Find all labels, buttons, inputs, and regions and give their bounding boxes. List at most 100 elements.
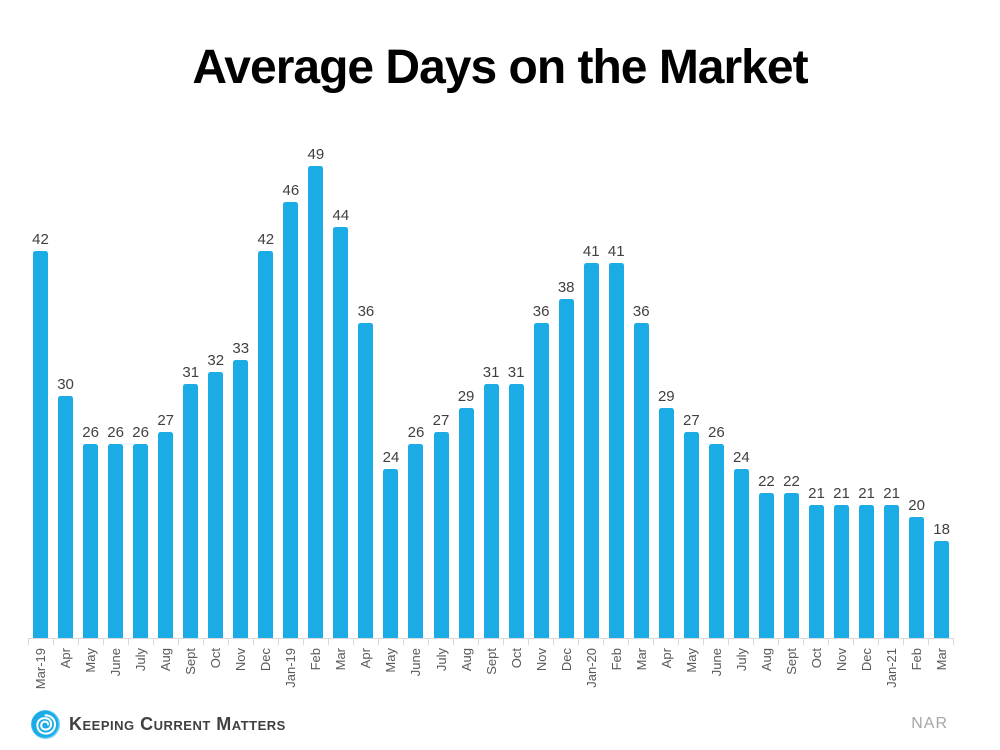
x-axis-label: Apr: [358, 648, 374, 669]
x-axis-label: Dec: [859, 648, 875, 672]
x-axis-label: Sept: [183, 648, 199, 675]
bar: [433, 432, 449, 638]
x-axis-tick: [604, 639, 629, 645]
x-axis-tick: [429, 639, 454, 645]
bar: [133, 444, 149, 638]
bar-cell: 22: [779, 474, 804, 638]
x-axis-label: Aug: [458, 648, 474, 672]
x-axis-label: May: [83, 648, 99, 673]
bar-value-label: 32: [207, 352, 225, 369]
x-axis-label: Nov: [834, 648, 850, 672]
x-axis-label: July: [433, 648, 449, 672]
x-axis-label: Jan-21: [884, 648, 900, 688]
x-axis-label: Nov: [533, 648, 549, 672]
chart-plot-area: 42 30 26 26 26 27 31 32 33 42 46 49 44 36 24 26 27 29 31 31…: [28, 147, 954, 638]
x-axis-tick: [129, 639, 154, 645]
bar-cell: 27: [679, 413, 704, 638]
bar: [934, 541, 950, 638]
bar-cell: 27: [153, 413, 178, 638]
bar: [108, 444, 124, 638]
x-axis-tick: [154, 639, 179, 645]
bar-value-label: 31: [182, 364, 200, 381]
bar-cell: 26: [103, 425, 128, 638]
bar: [658, 408, 674, 638]
bar-value-label: 49: [307, 146, 325, 163]
bar-value-label: 41: [607, 243, 625, 260]
bar-cell: 21: [879, 486, 904, 638]
bar-value-label: 36: [357, 303, 375, 320]
bar: [83, 444, 99, 638]
bar-value-label: 27: [432, 412, 450, 429]
bar-cell: 31: [479, 365, 504, 638]
bar: [508, 384, 524, 638]
bar-cell: 31: [504, 365, 529, 638]
x-axis-label: July: [733, 648, 749, 672]
bar-value-label: 30: [57, 376, 74, 393]
source-label: NAR: [911, 715, 948, 732]
x-axis-label-row: Mar-19 Apr May June July Aug Sept Oct Nov Dec Jan-…: [28, 648, 954, 710]
x-axis-tick: [904, 639, 929, 645]
bar: [183, 384, 199, 638]
x-axis-label: Sept: [483, 648, 499, 675]
x-axis-tick: [354, 639, 379, 645]
bar: [308, 166, 324, 638]
bar: [633, 323, 649, 638]
x-axis-tick: [304, 639, 329, 645]
bar-cell: 42: [253, 232, 278, 638]
x-axis-label: June: [408, 648, 424, 677]
bar-cell: 32: [203, 353, 228, 638]
bar-value-label: 27: [157, 412, 175, 429]
x-axis-label: May: [683, 648, 699, 673]
bar: [283, 202, 299, 638]
bar-value-label: 21: [858, 485, 875, 502]
x-axis-tick: [629, 639, 654, 645]
bar: [158, 432, 174, 638]
bar: [808, 505, 824, 638]
x-axis-label: Dec: [258, 648, 274, 672]
bar-value-label: 31: [507, 364, 525, 381]
bar-value-label: 33: [232, 340, 250, 357]
x-axis-tick: [279, 639, 304, 645]
bar-value-label: 42: [257, 231, 275, 248]
x-axis-tick: [654, 639, 679, 645]
bar: [258, 251, 274, 638]
bar-value-label: 18: [933, 521, 950, 538]
bar-chart: 42 30 26 26 26 27 31 32 33 42 46 49 44 36 24 26 27 29 31 31…: [28, 147, 954, 710]
bar: [733, 469, 749, 638]
x-axis-label: Feb: [909, 648, 925, 671]
x-axis-tick: [554, 639, 579, 645]
x-axis-label: Apr: [58, 648, 74, 669]
bar: [708, 444, 724, 638]
bar-cell: 41: [604, 244, 629, 638]
bar-cell: 21: [829, 486, 854, 638]
bar-value-label: 42: [32, 231, 49, 248]
bar-value-label: 29: [457, 388, 475, 405]
x-axis-tick: [529, 639, 554, 645]
slide-footer: Keeping Current Matters NAR: [0, 703, 1000, 745]
bar-cell: 27: [429, 413, 454, 638]
x-axis-label: Oct: [508, 648, 524, 669]
x-axis-label: Apr: [658, 648, 674, 669]
bar-value-label: 29: [657, 388, 675, 405]
x-axis-tick: [504, 639, 529, 645]
x-axis-tick: [679, 639, 704, 645]
bar-value-label: 36: [532, 303, 550, 320]
bar: [758, 493, 774, 638]
bar-value-label: 21: [883, 485, 900, 502]
bar-cell: 20: [904, 498, 929, 638]
bar-value-label: 26: [708, 424, 725, 441]
bar-cell: 24: [729, 450, 754, 638]
bar-cell: 29: [454, 389, 479, 638]
bar-cell: 24: [378, 450, 403, 638]
x-axis-tick: [329, 639, 354, 645]
x-axis-tick: [204, 639, 229, 645]
kcm-logo: Keeping Current Matters: [30, 709, 286, 740]
bar: [834, 505, 850, 638]
bar-value-label: 26: [107, 424, 124, 441]
bar-cell: 41: [579, 244, 604, 638]
bar: [909, 517, 925, 638]
bar-cell: 26: [403, 425, 428, 638]
bar-cell: 31: [178, 365, 203, 638]
bar: [533, 323, 549, 638]
x-axis-tick: [879, 639, 904, 645]
